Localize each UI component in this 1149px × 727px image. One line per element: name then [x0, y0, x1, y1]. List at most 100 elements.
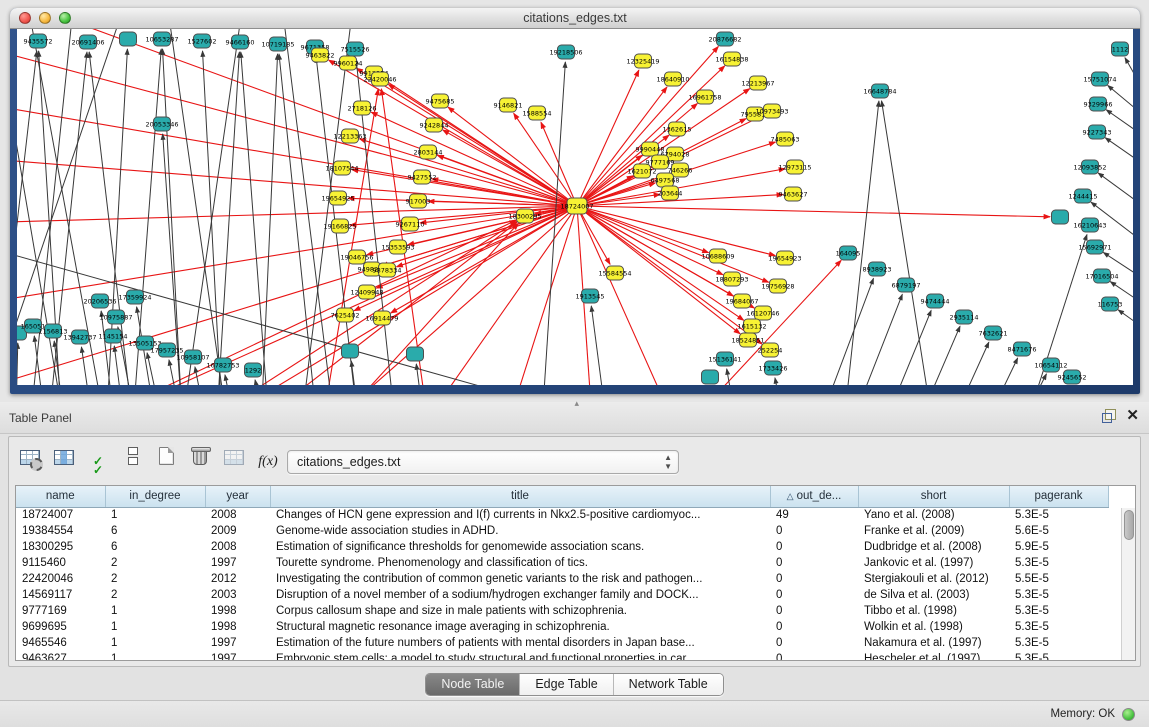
graph-node[interactable] [897, 277, 915, 293]
graph-node[interactable] [348, 249, 366, 265]
graph-edge[interactable] [576, 205, 763, 345]
graph-node[interactable] [776, 250, 794, 266]
graph-edge[interactable] [1117, 309, 1133, 379]
graph-node[interactable] [499, 97, 517, 113]
graph-edge[interactable] [17, 237, 650, 385]
citation-network-graph[interactable]: 18724007 9435572 20691406 10653287 1527602 94… [17, 29, 1133, 385]
graph-edge[interactable] [277, 53, 322, 385]
graph-node[interactable] [79, 34, 97, 50]
graph-node[interactable] [769, 278, 787, 294]
graph-node[interactable] [329, 190, 347, 206]
graph-node[interactable] [733, 293, 751, 309]
graph-edge[interactable] [130, 48, 164, 385]
graph-edge[interactable] [436, 154, 578, 207]
graph-node[interactable] [1042, 357, 1060, 373]
table-mode-icon[interactable] [15, 443, 45, 473]
graph-edge[interactable] [380, 205, 578, 267]
graph-edge[interactable] [890, 325, 961, 385]
graph-edge[interactable] [17, 29, 578, 207]
graph-edge[interactable] [589, 305, 610, 385]
graph-node[interactable] [1086, 239, 1104, 255]
table-row[interactable]: 14569117 2 2003 Disruption of a novel membe… [16, 587, 1108, 603]
graph-edge[interactable] [725, 368, 745, 385]
table-scrollbar-thumb[interactable] [1123, 510, 1134, 540]
graph-node[interactable] [119, 31, 137, 47]
new-column-icon[interactable] [151, 441, 181, 471]
graph-node[interactable] [1111, 41, 1129, 57]
graph-node[interactable] [214, 357, 232, 373]
column-header-in_degree[interactable]: in_degree [105, 486, 206, 508]
graph-edge[interactable] [17, 139, 578, 207]
graph-edge[interactable] [223, 373, 245, 385]
graph-edge[interactable] [17, 205, 578, 329]
graph-node[interactable] [371, 71, 389, 87]
graph-edge[interactable] [576, 65, 726, 207]
graph-node[interactable] [1063, 369, 1081, 385]
graph-node[interactable] [1013, 341, 1031, 357]
float-panel-icon[interactable] [1102, 409, 1117, 423]
graph-edge[interactable] [576, 45, 719, 207]
graph-node[interactable] [378, 262, 396, 278]
graph-edge[interactable] [830, 293, 903, 385]
graph-node[interactable] [107, 309, 125, 325]
graph-edge[interactable] [576, 205, 777, 257]
graph-edge[interactable] [17, 29, 70, 385]
graph-node-hub[interactable] [566, 197, 588, 215]
graph-edge[interactable] [340, 205, 578, 385]
graph-edge[interactable] [576, 88, 751, 207]
graph-edge[interactable] [406, 205, 578, 247]
graph-node[interactable] [244, 362, 262, 378]
graph-node[interactable] [633, 163, 651, 179]
graph-edge[interactable] [238, 51, 272, 385]
graph-node[interactable] [528, 105, 546, 121]
column-header-out_de[interactable]: △ out_de... [770, 486, 859, 508]
graph-node[interactable] [641, 141, 659, 157]
table-row[interactable]: 9465546 1 1997 Estimation of the future num… [16, 635, 1108, 651]
graph-edge[interactable] [470, 205, 578, 385]
graph-node[interactable] [839, 245, 857, 261]
graph-node[interactable] [723, 51, 741, 67]
graph-edge[interactable] [90, 205, 578, 385]
graph-edge[interactable] [576, 69, 640, 207]
graph-node[interactable] [346, 41, 364, 57]
graph-edge[interactable] [427, 198, 578, 207]
graph-edge[interactable] [1124, 56, 1133, 119]
graph-node[interactable] [311, 47, 329, 63]
graph-edge[interactable] [387, 83, 578, 207]
graph-node[interactable] [153, 31, 171, 47]
graph-edge[interactable] [920, 341, 990, 385]
graph-edge[interactable] [1015, 233, 1088, 385]
graph-edge[interactable] [800, 277, 874, 385]
graph-node[interactable] [761, 342, 779, 358]
graph-edge[interactable] [36, 50, 65, 385]
network-canvas[interactable]: 18724007 9435572 20691406 10653287 1527602 94… [17, 29, 1133, 385]
graph-edge[interactable] [1097, 172, 1133, 244]
graph-edge[interactable] [879, 100, 938, 385]
graph-edge[interactable] [1107, 84, 1133, 154]
graph-node[interactable] [701, 369, 719, 385]
unselect-all-icon[interactable] [117, 441, 147, 471]
graph-edge[interactable] [210, 205, 578, 385]
graph-node[interactable] [413, 169, 431, 185]
graph-edge[interactable] [135, 306, 160, 385]
graph-edge[interactable] [112, 345, 130, 385]
graph-edge[interactable] [576, 86, 668, 207]
graph-edge[interactable] [99, 310, 115, 385]
graph-node[interactable] [671, 162, 689, 178]
graph-node[interactable] [409, 193, 427, 209]
graph-node[interactable] [606, 265, 624, 281]
graph-edge[interactable] [980, 373, 1047, 385]
table-row[interactable]: 19384554 6 2009 Genome-wide association stu… [16, 523, 1108, 539]
graph-node[interactable] [126, 289, 144, 305]
table-row[interactable]: 18724007 1 2008 Changes of HCN gene express… [16, 507, 1108, 523]
graph-node[interactable] [786, 159, 804, 175]
graph-edge[interactable] [165, 29, 235, 385]
graph-node[interactable] [716, 31, 734, 47]
graph-node[interactable] [749, 75, 767, 91]
graph-edge[interactable] [355, 67, 578, 207]
graph-edge[interactable] [79, 346, 100, 385]
graph-node[interactable] [71, 329, 89, 345]
graph-node[interactable] [651, 154, 669, 170]
graph-node[interactable] [776, 131, 794, 147]
graph-edge[interactable] [175, 29, 245, 385]
